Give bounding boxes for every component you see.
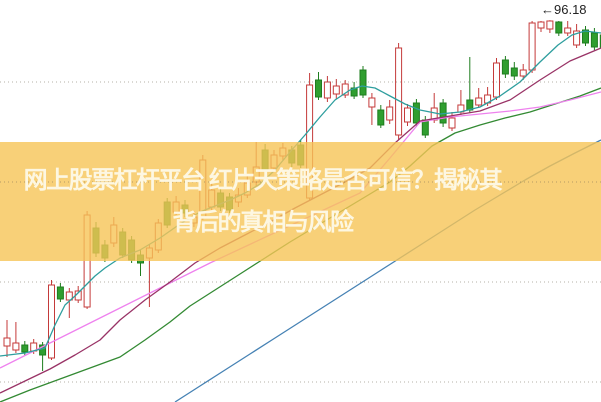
price-annotation-value: 96.18 [554,2,587,17]
arrow-left-icon: ← [541,2,554,17]
price-annotation: ←96.18 [541,2,587,18]
